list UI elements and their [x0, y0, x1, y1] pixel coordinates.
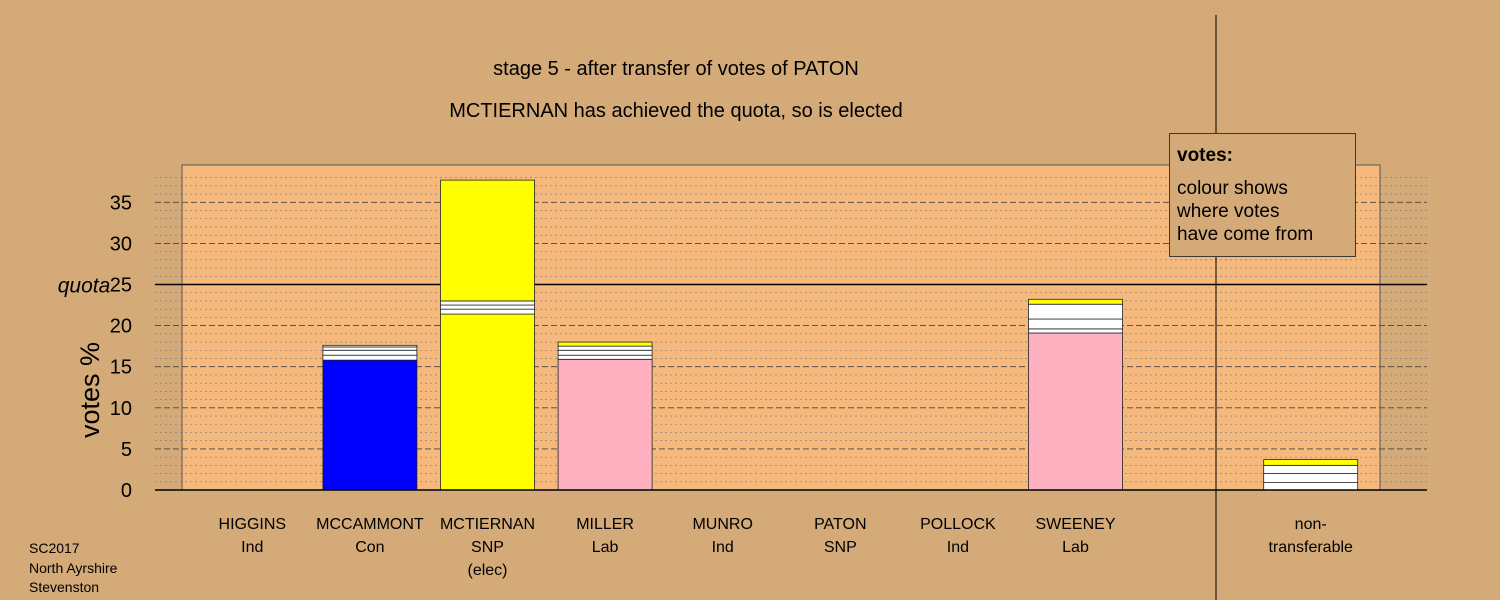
x-tick-party: Ind: [241, 539, 263, 556]
bar-segment: [440, 308, 535, 315]
legend-line: where votes: [1177, 201, 1280, 222]
y-tick-label: 10: [110, 398, 132, 420]
legend-line: have come from: [1177, 224, 1314, 245]
footer-info: SC2017 North Ayrshire Stevenston: [29, 539, 117, 598]
y-tick-label: 15: [110, 357, 132, 379]
y-tick-label: 20: [110, 316, 132, 338]
x-tick-party: SNP: [824, 539, 857, 556]
bar-segment: [1263, 482, 1359, 491]
bar-segment: [1028, 328, 1123, 334]
x-tick-label: MCTIERNAN: [440, 516, 535, 533]
quota-label: quota: [58, 275, 111, 298]
bar-segment: [557, 358, 653, 491]
footer-ward: Stevenston: [29, 579, 100, 595]
x-tick-party: Lab: [1062, 539, 1089, 556]
x-tick-party: SNP: [471, 539, 504, 556]
bar-segment: [1263, 473, 1359, 484]
x-tick-label: MILLER: [576, 516, 634, 533]
bar-segment: [322, 346, 418, 351]
bar-segment: [322, 359, 418, 491]
bar-segment: [440, 313, 535, 491]
y-tick-label: 30: [110, 233, 132, 255]
bar-segment: [440, 179, 535, 302]
x-tick-label: SWEENEY: [1035, 516, 1115, 533]
x-tick-note: (elec): [467, 562, 507, 579]
y-tick-label: 35: [110, 192, 132, 214]
bar-segment: [557, 354, 653, 360]
bar-segment: [1028, 332, 1123, 491]
x-tick-party: transferable: [1268, 539, 1353, 556]
y-tick-label: 5: [121, 439, 132, 461]
bar-segment: [1263, 464, 1359, 474]
y-tick-label: 25: [110, 275, 132, 297]
bar-segment: [557, 345, 653, 351]
plot-right-margin: [1380, 165, 1427, 490]
x-tick-label: MUNRO: [692, 516, 752, 533]
x-tick-label: PATON: [814, 516, 866, 533]
bar-segment: [1028, 298, 1123, 305]
y-axis-label: votes %: [75, 342, 105, 438]
chart-subtitle: MCTIERNAN has achieved the quota, so is …: [449, 100, 903, 122]
x-tick-party: Lab: [592, 539, 619, 556]
y-tick-label: 0: [121, 480, 132, 502]
bar-segment: [1028, 303, 1123, 320]
legend-box: votes: colour shows where votes have com…: [1169, 133, 1356, 257]
chart-title: stage 5 - after transfer of votes of PAT…: [493, 58, 859, 80]
bar-segment: [1028, 318, 1123, 330]
footer-council: North Ayrshire: [29, 559, 118, 576]
x-tick-label: MCCAMMONT: [316, 516, 424, 533]
bar-segment: [322, 354, 418, 361]
bar-segment: [1263, 459, 1359, 466]
bar-segment: [557, 341, 653, 347]
legend-line: colour shows: [1177, 178, 1288, 199]
bar-segment: [557, 349, 653, 356]
bar-segment: [322, 344, 418, 348]
bar-segment: [322, 349, 418, 356]
x-tick-label: POLLOCK: [920, 516, 996, 533]
x-tick-label: HIGGINS: [219, 516, 287, 533]
footer-election: SC2017: [29, 540, 80, 556]
legend-title: votes:: [1177, 145, 1233, 166]
x-tick-label: non-: [1295, 516, 1327, 533]
bar-segment: [440, 300, 535, 306]
x-tick-party: Ind: [712, 539, 734, 556]
bar-segment: [440, 304, 535, 310]
x-tick-party: Con: [355, 539, 384, 556]
x-tick-party: Ind: [947, 539, 969, 556]
